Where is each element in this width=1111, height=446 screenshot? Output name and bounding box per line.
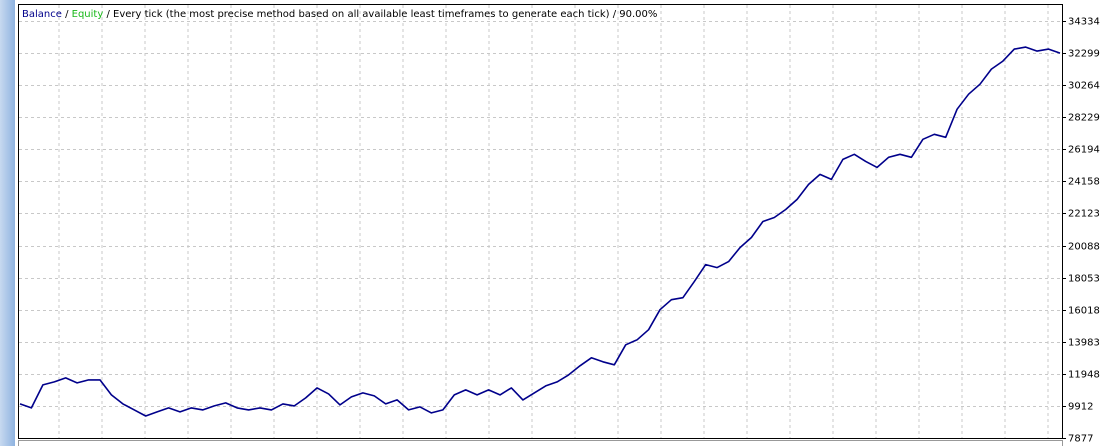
bottom-bar xyxy=(18,440,1063,446)
y-tick-label: 30264 xyxy=(1068,81,1100,92)
y-tick-label: 26194 xyxy=(1068,145,1100,156)
y-tick-label: 13983 xyxy=(1068,338,1100,349)
sidebar xyxy=(0,0,15,446)
y-tick-label: 34334 xyxy=(1068,17,1100,28)
plot-frame xyxy=(18,4,1063,439)
legend-balance: Balance xyxy=(22,9,62,20)
y-tick-label: 32299 xyxy=(1068,49,1100,60)
y-tick-label: 22123 xyxy=(1068,209,1100,220)
y-tick-label: 28229 xyxy=(1068,113,1100,124)
y-tick-label: 18053 xyxy=(1068,274,1100,285)
quality: 90.00% xyxy=(619,9,658,20)
legend-equity: Equity xyxy=(71,9,104,20)
y-tick-label: 7877 xyxy=(1068,434,1093,445)
header: Balance / Equity / Every tick (the most … xyxy=(22,9,657,20)
separator: / xyxy=(612,9,617,20)
y-tick-label: 9912 xyxy=(1068,402,1093,413)
separator: / xyxy=(65,9,69,20)
model: Every tick (the most precise method base… xyxy=(113,9,610,20)
separator: / xyxy=(106,9,110,20)
y-tick-label: 11948 xyxy=(1068,370,1100,381)
balance-line xyxy=(19,46,1061,417)
y-tick-label: 16018 xyxy=(1068,306,1100,317)
y-tick-label: 24158 xyxy=(1068,177,1100,188)
y-tick-label: 20088 xyxy=(1068,242,1100,253)
